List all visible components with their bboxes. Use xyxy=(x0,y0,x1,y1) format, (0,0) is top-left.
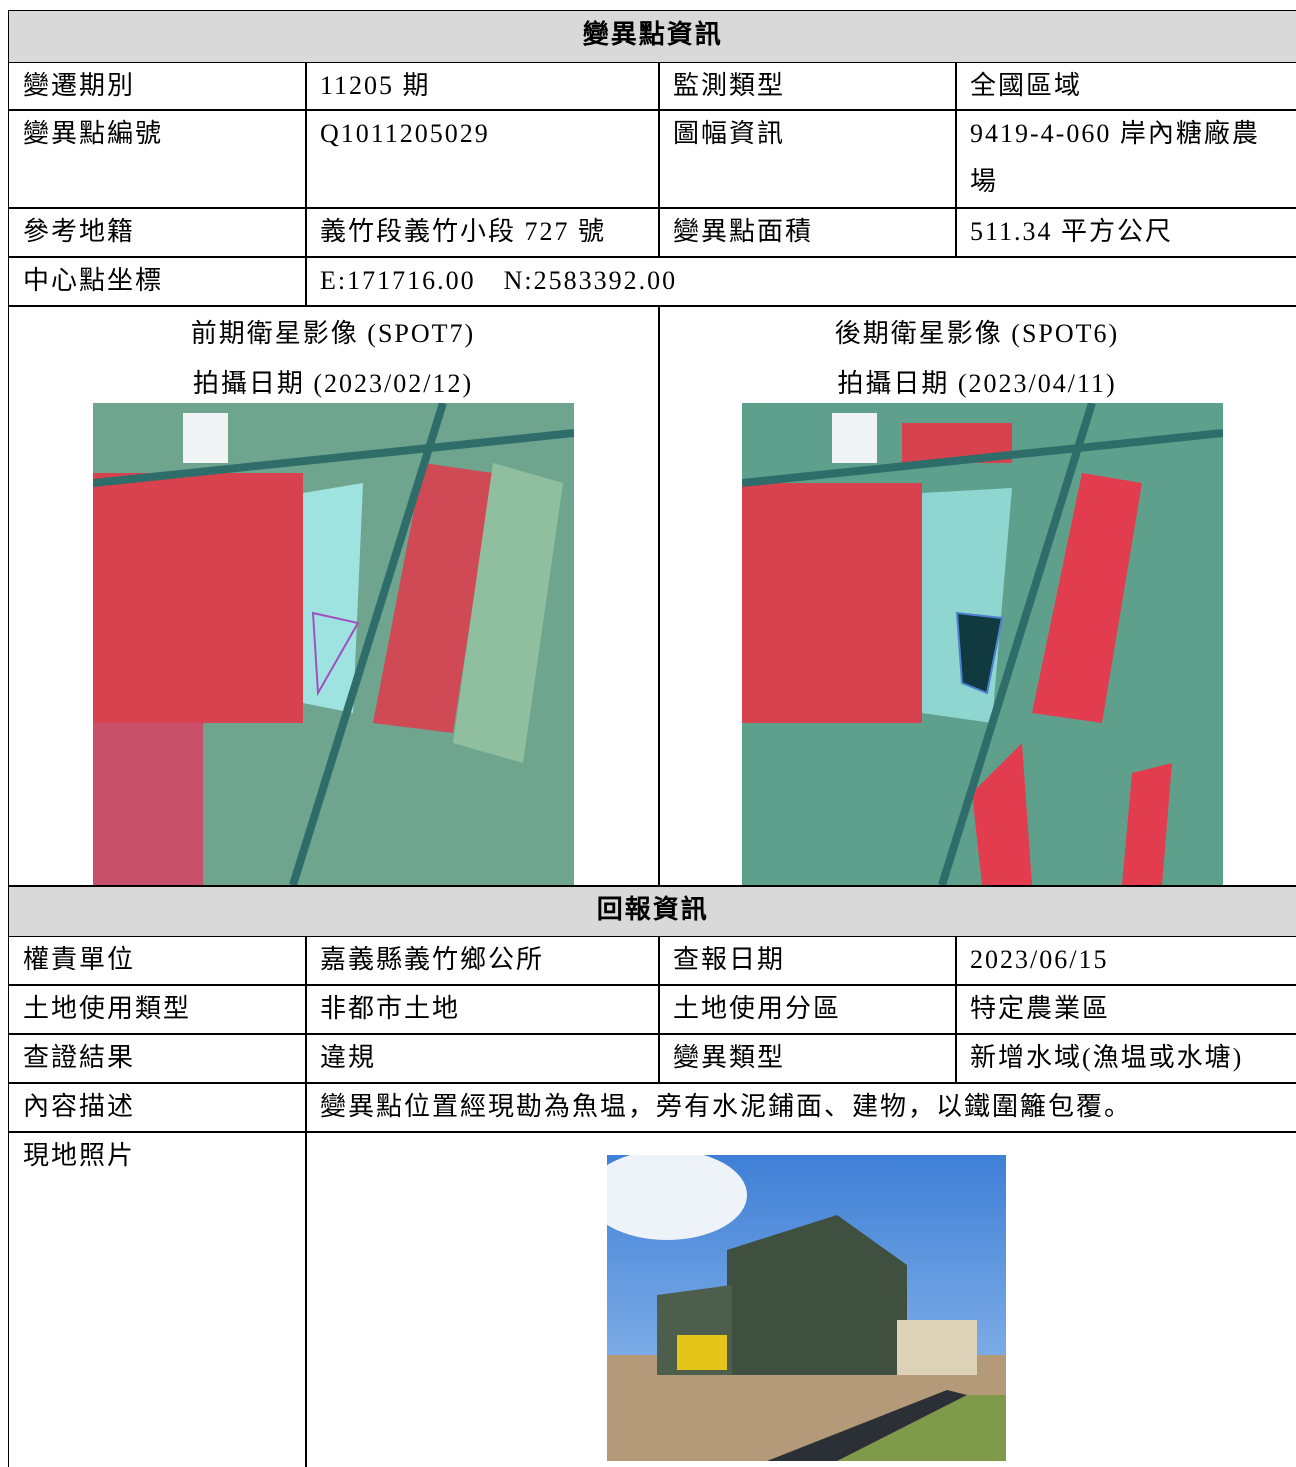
value-cell: 9419-4-060 岸內糖廠農場 xyxy=(955,109,1296,209)
label-cell: 參考地籍 xyxy=(8,207,307,258)
value-cell: 違規 xyxy=(305,1033,660,1084)
image-date: 拍攝日期 (2023/02/12) xyxy=(192,369,474,398)
value-cell: 全國區域 xyxy=(955,61,1296,111)
label-cell: 變異類型 xyxy=(658,1033,957,1084)
value-cell: Q1011205029 xyxy=(305,109,660,209)
label-cell: 查報日期 xyxy=(658,935,957,986)
value-cell: 嘉義縣義竹鄉公所 xyxy=(305,935,660,986)
label-cell: 監測類型 xyxy=(658,61,957,111)
label-cell: 變異點編號 xyxy=(8,109,307,209)
section-title: 變異點資訊 xyxy=(8,10,1296,63)
value-cell: 義竹段義竹小段 727 號 xyxy=(305,207,660,258)
value-cell: 非都市土地 xyxy=(305,984,660,1035)
label-cell: 土地使用類型 xyxy=(8,984,307,1035)
satellite-image-before xyxy=(93,403,574,885)
image-cell xyxy=(658,305,1296,887)
value-cell: 2023/06/15 xyxy=(955,935,1296,986)
value-cell: 變異點位置經現勘為魚塭，旁有水泥鋪面、建物，以鐵圍籬包覆。 xyxy=(305,1082,1296,1133)
value-cell: E:171716.00 N:2583392.00 xyxy=(305,256,1296,307)
section-title: 回報資訊 xyxy=(8,885,1296,937)
value-cell: 511.34 平方公尺 xyxy=(955,207,1296,258)
image-caption: 後期衛星影像 (SPOT6) xyxy=(834,319,1120,348)
satellite-image-after xyxy=(742,403,1223,885)
image-cell xyxy=(8,305,660,887)
photo-cell xyxy=(305,1131,1296,1467)
site-photo xyxy=(607,1155,1006,1461)
label-cell: 內容描述 xyxy=(8,1082,307,1133)
label-cell: 土地使用分區 xyxy=(658,984,957,1035)
label-cell: 變遷期別 xyxy=(8,61,307,111)
value-cell: 新增水域(漁塭或水塘) xyxy=(955,1033,1296,1084)
value-cell: 特定農業區 xyxy=(955,984,1296,1035)
label-cell: 查證結果 xyxy=(8,1033,307,1084)
label-cell: 中心點坐標 xyxy=(8,256,307,307)
image-date: 拍攝日期 (2023/04/11) xyxy=(837,369,1117,398)
image-caption: 前期衛星影像 (SPOT7) xyxy=(190,319,476,348)
label-cell: 圖幅資訊 xyxy=(658,109,957,209)
value-cell: 11205 期 xyxy=(305,61,660,111)
label-cell: 變異點面積 xyxy=(658,207,957,258)
label-cell: 現地照片 xyxy=(8,1131,307,1467)
label-cell: 權責單位 xyxy=(8,935,307,986)
